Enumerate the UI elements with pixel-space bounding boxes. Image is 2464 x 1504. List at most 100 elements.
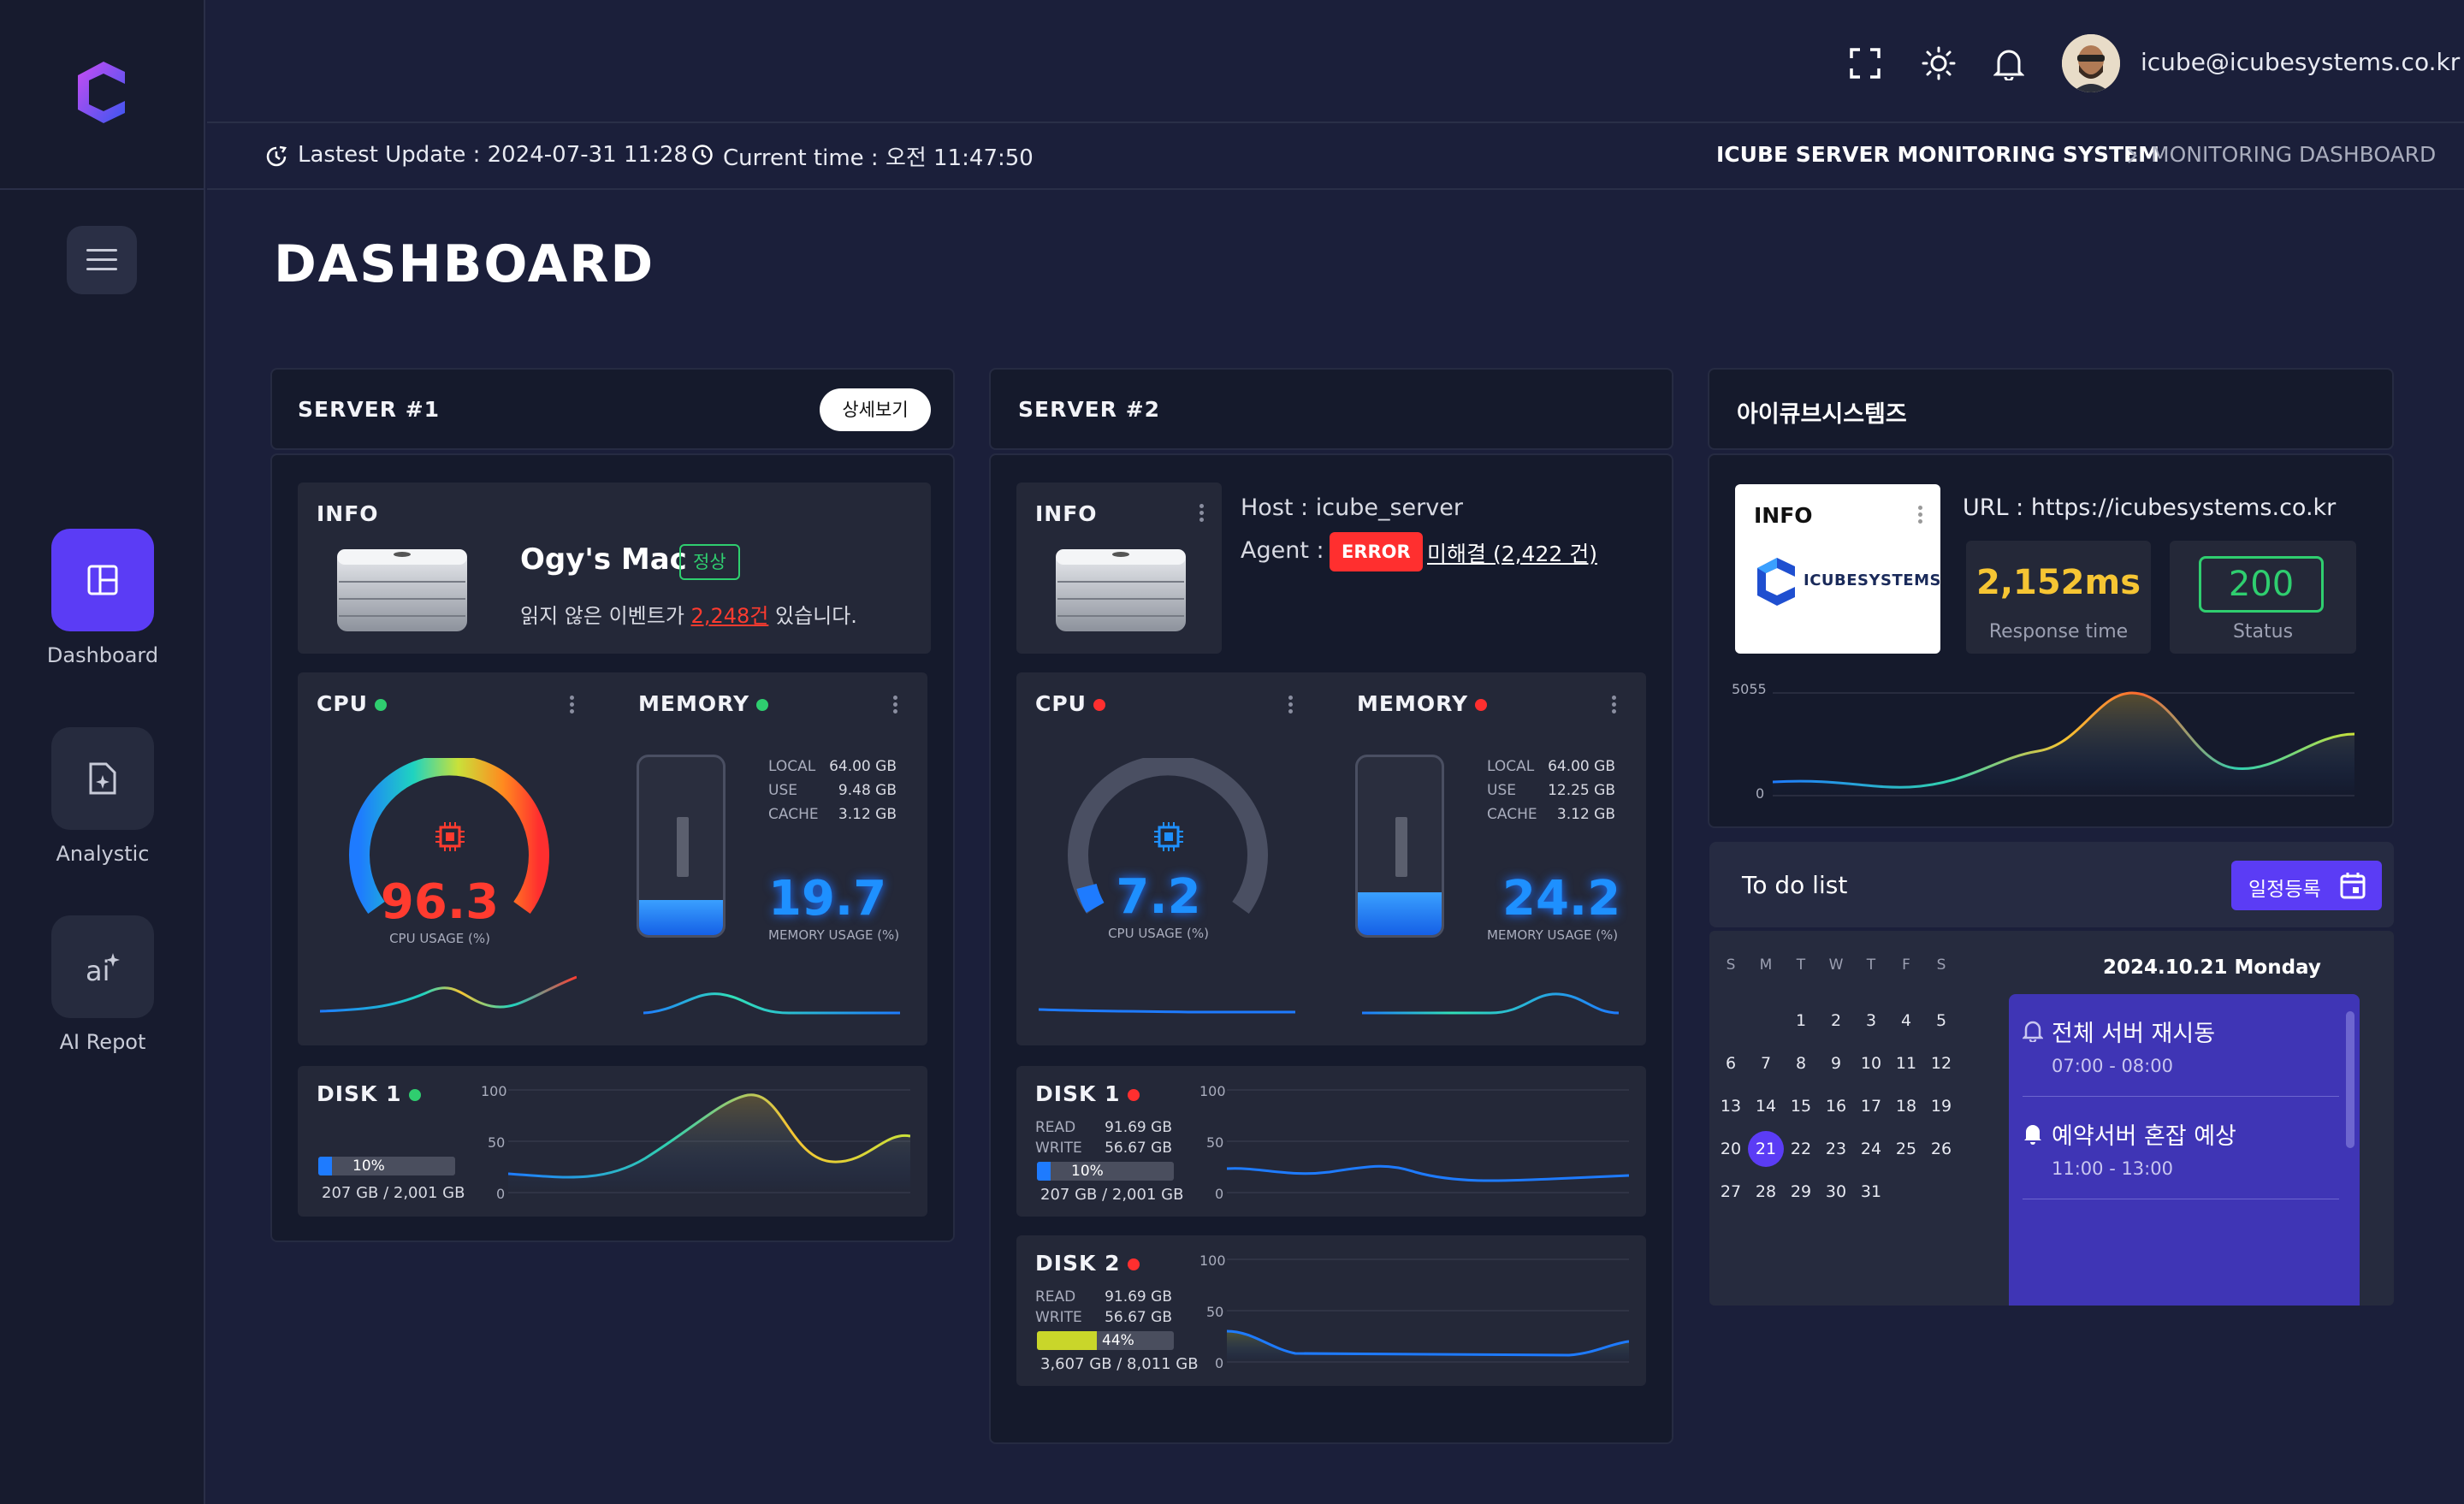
sidebar-item-analystic[interactable]: Analystic	[0, 727, 205, 866]
site-header: 아이큐브시스템즈	[1708, 368, 2394, 450]
calendar-day[interactable]: 12	[1930, 1054, 1952, 1073]
cpu-chip-icon	[1154, 822, 1183, 851]
calendar-day[interactable]: 8	[1795, 1054, 1807, 1073]
disk1-status-dot	[1127, 1089, 1140, 1101]
status-code-value: 200	[2199, 556, 2324, 613]
calendar-day[interactable]: 16	[1825, 1097, 1847, 1116]
calendar-day[interactable]: 17	[1860, 1097, 1882, 1116]
calendar-day[interactable]: 22	[1790, 1140, 1812, 1158]
disk1-size: 207 GB / 2,001 GB	[322, 1184, 465, 1202]
calendar-day[interactable]: 19	[1930, 1097, 1952, 1116]
sidebar-item-ai-repot[interactable]: ai AI Repot	[0, 915, 205, 1054]
clock-icon	[692, 145, 713, 165]
calendar-day[interactable]: 30	[1825, 1182, 1847, 1201]
calendar-day[interactable]: 23	[1825, 1140, 1847, 1158]
avatar[interactable]	[2062, 34, 2120, 92]
server2-disk1-card: DISK 1 READ 91.69 GB WRITE 56.67 GB 10% 20…	[1016, 1066, 1646, 1217]
disk1-chart	[1227, 1089, 1629, 1193]
event-item[interactable]: 예약서버 혼잡 예상 11:00 - 13:00	[2023, 1114, 2339, 1199]
add-schedule-label: 일정등록	[2248, 879, 2321, 901]
site-logo-text: ICUBESYSTEMS	[1804, 571, 1941, 589]
calendar-day[interactable]: 31	[1860, 1182, 1882, 1201]
calendar-day[interactable]: 18	[1895, 1097, 1917, 1116]
calendar-day[interactable]: 26	[1930, 1140, 1952, 1158]
agent-unresolved-link[interactable]: 미해결 (2,422 건)	[1427, 542, 1597, 566]
cpu-menu-icon[interactable]	[1288, 693, 1294, 716]
cpu-usage-label: CPU USAGE (%)	[389, 931, 490, 946]
memory-details: LOCAL 64.00 GB USE 9.48 GB CACHE 3.12 GB	[768, 758, 897, 823]
weekday-label: W	[1828, 956, 1844, 974]
menu-toggle-button[interactable]	[67, 226, 137, 294]
calendar-day[interactable]: 20	[1720, 1140, 1742, 1158]
calendar-day[interactable]: 9	[1830, 1054, 1842, 1073]
event-prefix: 읽지 않은 이벤트가	[520, 604, 684, 628]
event-list: 전체 서버 재시동 07:00 - 08:00 예약서버 혼잡 예상 11:00…	[2009, 994, 2360, 1306]
memory-status-dot	[756, 699, 769, 711]
calendar-day[interactable]: 5	[1935, 1011, 1947, 1030]
bell-outline-icon	[2023, 1021, 2043, 1042]
server1-header: SERVER #1 상세보기	[270, 368, 955, 450]
server2-disk2-card: DISK 2 READ 91.69 GB WRITE 56.67 GB 44% 3,…	[1016, 1235, 1646, 1386]
calendar: S M T W T F S 1 2 3 4 5 6 7 8 9 10 11 12 13 14 15 16 17 18 19 20 21…	[1709, 931, 2009, 1306]
detail-view-button[interactable]: 상세보기	[820, 388, 931, 431]
calendar-day[interactable]: 28	[1755, 1182, 1777, 1201]
sidebar-item-label: AI Repot	[59, 1030, 146, 1054]
calendar-day[interactable]: 13	[1720, 1097, 1742, 1116]
add-schedule-button[interactable]: 일정등록	[2231, 861, 2382, 910]
memory-usage-label: MEMORY USAGE (%)	[768, 927, 900, 943]
site-panel: INFO ICUBESYSTEMS URL : https://icubesys…	[1708, 453, 2394, 828]
fullscreen-icon[interactable]	[1850, 48, 1881, 79]
calendar-day[interactable]: 27	[1720, 1182, 1742, 1201]
info-menu-icon[interactable]	[1199, 501, 1205, 524]
memory-label: MEMORY	[1357, 691, 1488, 716]
memory-menu-icon[interactable]	[1612, 693, 1617, 716]
calendar-day[interactable]: 29	[1790, 1182, 1812, 1201]
todo-title: To do list	[1742, 871, 1848, 899]
calendar-day[interactable]: 2	[1830, 1011, 1842, 1030]
event-time: 11:00 - 13:00	[2052, 1158, 2173, 1179]
notification-bell-icon[interactable]	[1993, 46, 2024, 80]
icube-logo-icon[interactable]	[74, 60, 133, 125]
calendar-day[interactable]: 15	[1790, 1097, 1812, 1116]
calendar-day[interactable]: 11	[1895, 1054, 1917, 1073]
site-info-card: INFO ICUBESYSTEMS	[1735, 484, 1940, 654]
logo-area	[0, 0, 205, 190]
event-count-link[interactable]: 2,248건	[690, 604, 769, 628]
calendar-day[interactable]: 14	[1755, 1097, 1777, 1116]
site-url[interactable]: URL : https://icubesystems.co.kr	[1963, 494, 2337, 521]
memory-menu-icon[interactable]	[893, 693, 898, 716]
cpu-sparkline	[320, 975, 577, 1013]
event-item[interactable]: 전체 서버 재시동 07:00 - 08:00	[2023, 1011, 2339, 1097]
disk1-label: DISK 1	[317, 1081, 421, 1106]
sidebar-item-label: Dashboard	[46, 643, 159, 667]
calendar-day[interactable]: 25	[1895, 1140, 1917, 1158]
memory-cylinder	[1355, 755, 1444, 938]
calendar-day[interactable]: 24	[1860, 1140, 1882, 1158]
mac-studio-icon	[1056, 549, 1186, 631]
theme-sun-icon[interactable]	[1922, 46, 1956, 80]
server2-cpu-memory-card: CPU 7.2 CPU USAGE (%) MEMORY LOCAL 64.00 …	[1016, 672, 1646, 1045]
calendar-day-selected[interactable]: 21	[1748, 1131, 1784, 1167]
svg-text:ai: ai	[86, 955, 110, 984]
response-time-label: Response time	[1988, 621, 2129, 642]
event-list-scrollbar[interactable]	[2346, 1011, 2354, 1148]
breadcrumb-root[interactable]: ICUBE SERVER MONITORING SYSTEM	[1716, 142, 2159, 167]
server1-info-card: INFO Ogy's Mac 정상 읽지 않은 이벤트가 2,248건 있습니다…	[298, 483, 931, 654]
sidebar-item-dashboard[interactable]: Dashboard	[0, 529, 205, 667]
response-time-chart	[1773, 691, 2354, 796]
calendar-day[interactable]: 3	[1865, 1011, 1877, 1030]
cpu-menu-icon[interactable]	[570, 693, 575, 716]
event-message: 읽지 않은 이벤트가 2,248건 있습니다.	[520, 599, 857, 629]
calendar-day[interactable]: 1	[1795, 1011, 1807, 1030]
layout-icon	[51, 529, 154, 631]
server2-title: SERVER #2	[1018, 397, 1161, 422]
info-menu-icon[interactable]	[1918, 503, 1923, 526]
calendar-day[interactable]: 4	[1900, 1011, 1912, 1030]
weekday-label: M	[1759, 956, 1773, 974]
event-time: 07:00 - 08:00	[2052, 1056, 2173, 1076]
calendar-day[interactable]: 7	[1760, 1054, 1772, 1073]
calendar-day[interactable]: 6	[1725, 1054, 1737, 1073]
calendar-day[interactable]: 10	[1860, 1054, 1882, 1073]
chevron-right-icon	[2128, 148, 2137, 163]
user-email[interactable]: icube@icubesystems.co.kr	[2141, 48, 2461, 76]
